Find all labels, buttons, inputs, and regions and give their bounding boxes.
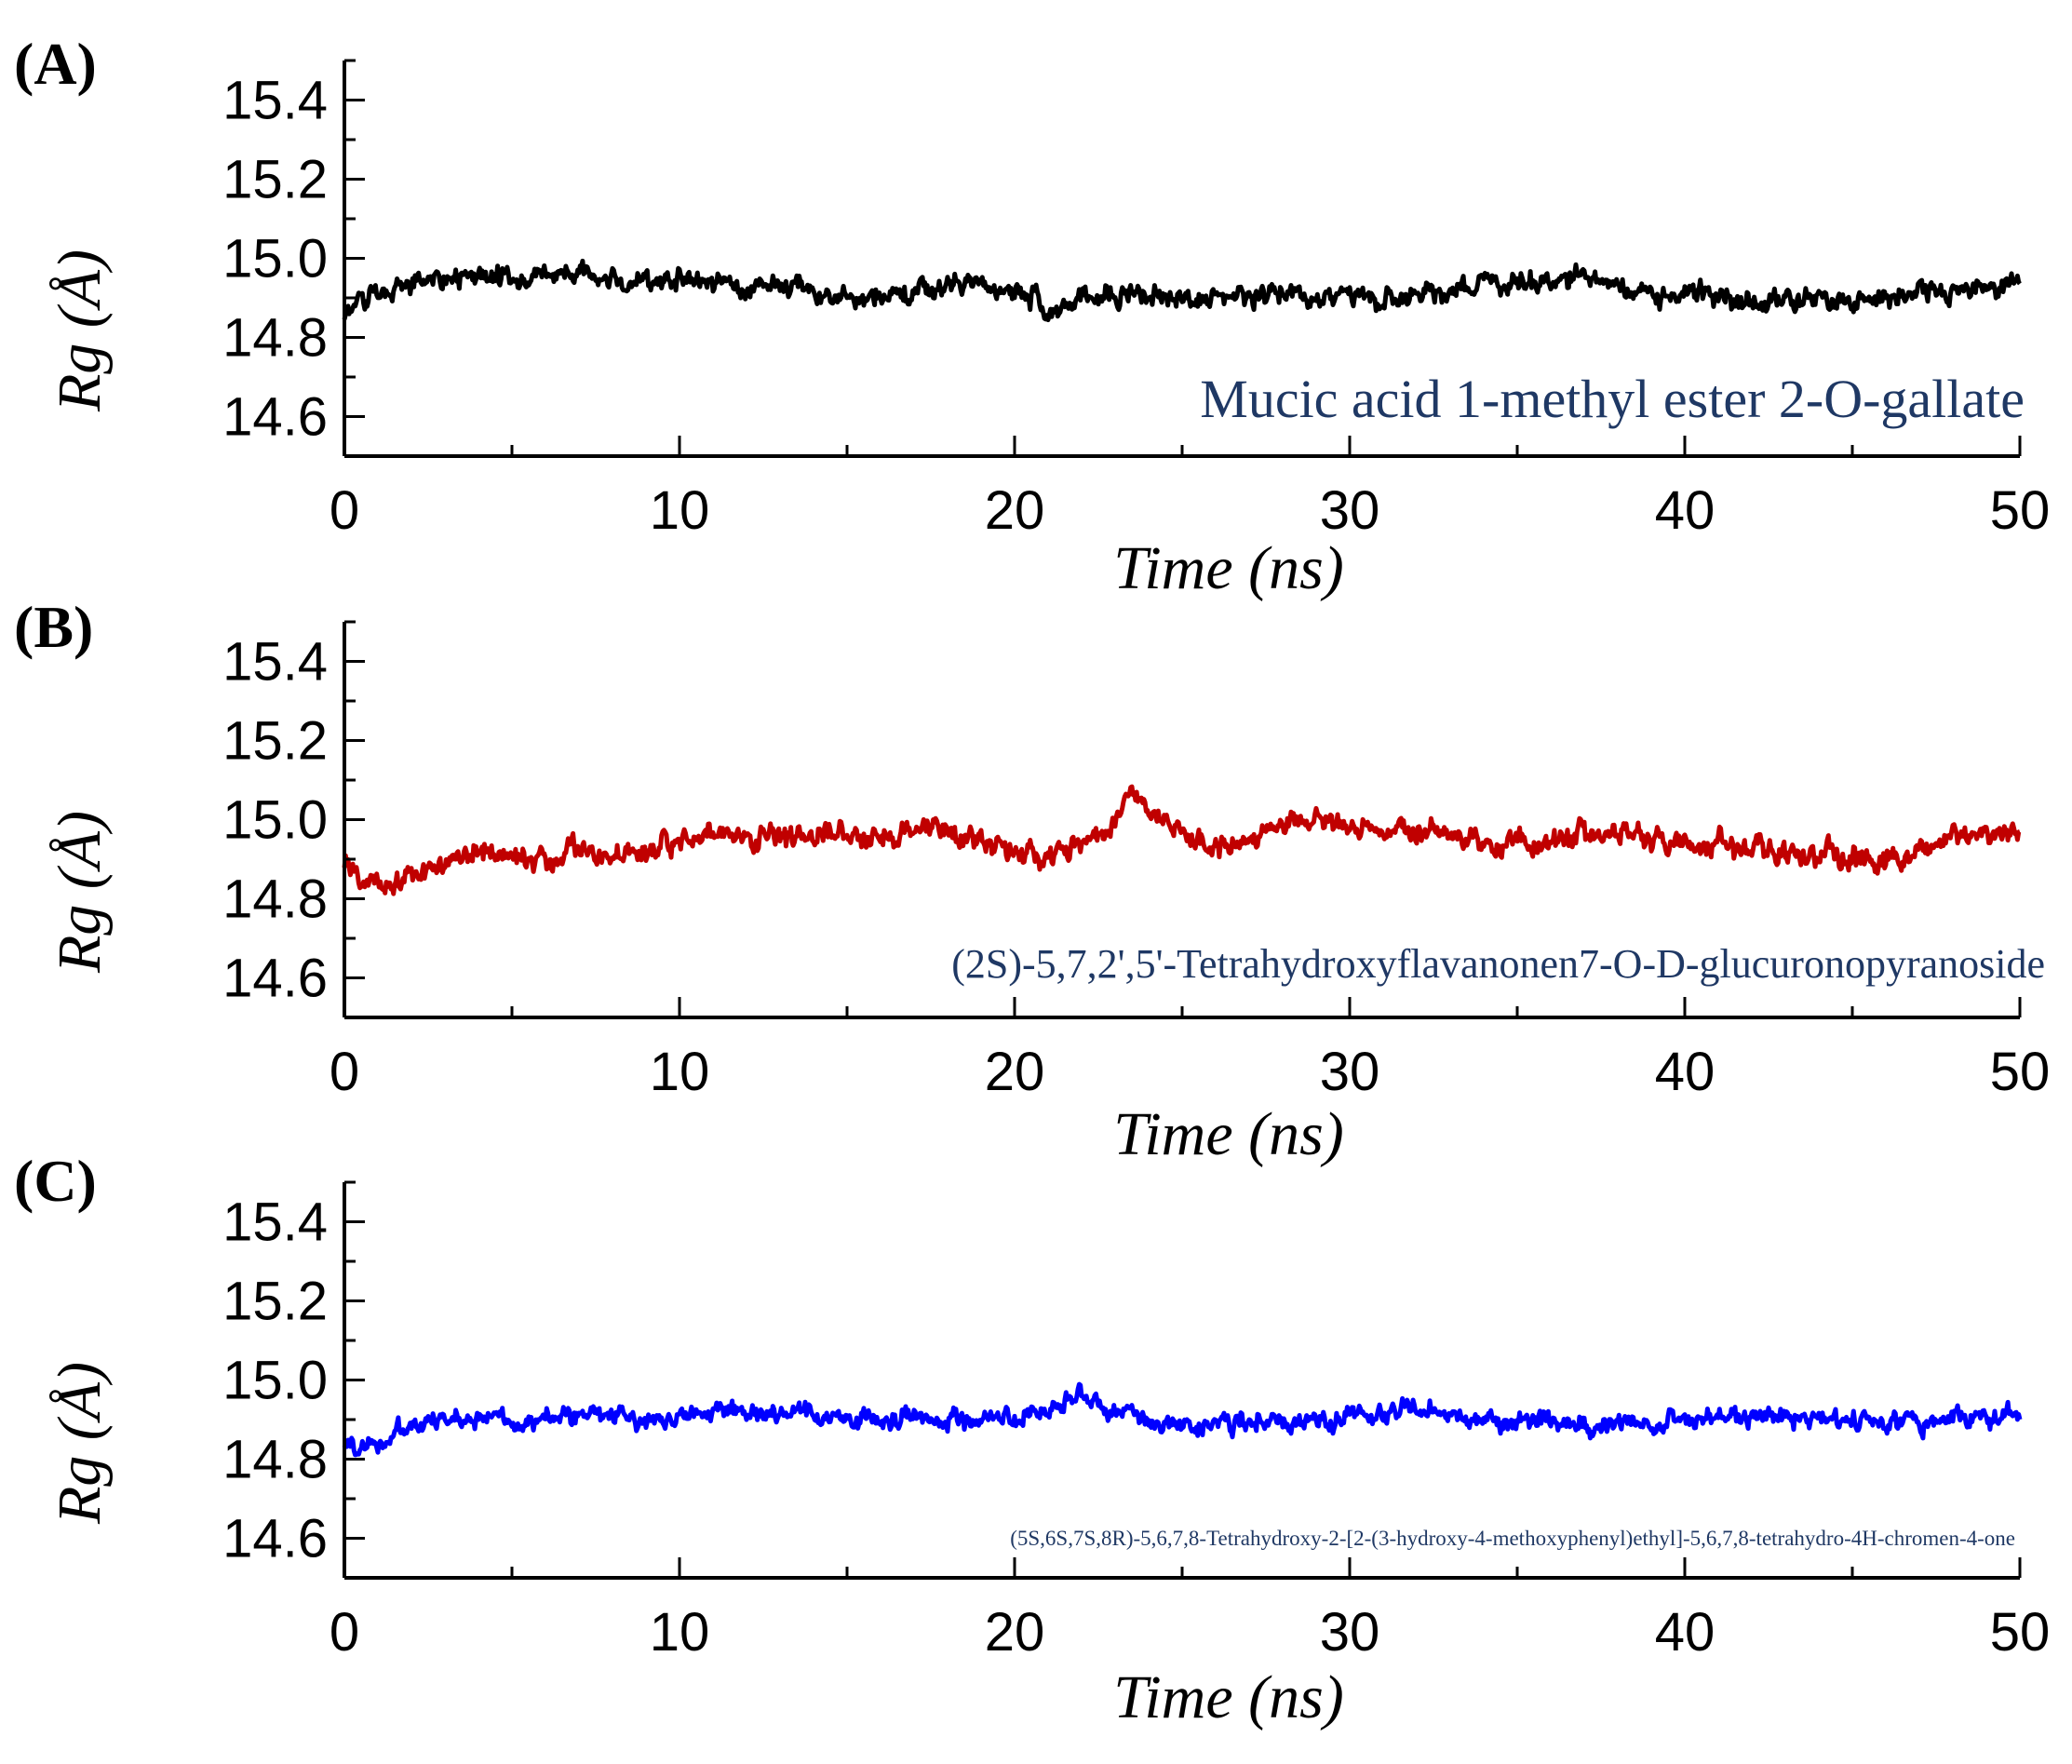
panel-a-y-tick-label: 15.0 bbox=[222, 229, 328, 290]
panel-label-a: (A) bbox=[14, 31, 97, 97]
panel-b-y-tick-label: 14.6 bbox=[222, 949, 328, 1009]
panel-a-y-tick-label: 15.2 bbox=[222, 150, 328, 210]
panel-c-y-tick-label: 15.0 bbox=[222, 1351, 328, 1411]
panel-b-x-tick-label: 10 bbox=[650, 1042, 710, 1102]
panel-b-y-axis-title: Rg (Å) bbox=[46, 811, 114, 974]
panel-a-x-tick-label: 30 bbox=[1320, 480, 1380, 541]
panel-a-x-tick-label: 10 bbox=[650, 480, 710, 541]
panel-c-x-tick-label: 50 bbox=[1990, 1602, 2051, 1663]
panel-c-series-line bbox=[342, 1381, 2023, 1458]
panel-b-x-tick-label: 50 bbox=[1990, 1042, 2051, 1102]
panel-c-y-tick-label: 14.6 bbox=[222, 1509, 328, 1569]
panel-c-x-axis-title: Time (ns) bbox=[1113, 1663, 1344, 1731]
panel-a-x-axis-title: Time (ns) bbox=[1113, 534, 1344, 602]
panel-b-x-tick-label: 0 bbox=[330, 1042, 359, 1102]
panel-a-y-tick-label: 14.6 bbox=[222, 387, 328, 448]
panel-a-y-tick-label: 14.8 bbox=[222, 308, 328, 369]
panel-b-series-line bbox=[342, 784, 2022, 896]
panel-a-x-tick-label: 50 bbox=[1990, 480, 2051, 541]
panel-c-annotation: (5S,6S,7S,8R)-5,6,7,8-Tetrahydroxy-2-[2-… bbox=[1010, 1527, 2015, 1550]
panel-c-x-tick-label: 30 bbox=[1320, 1602, 1380, 1663]
panel-c-y-tick-label: 15.2 bbox=[222, 1272, 328, 1332]
panel-a-x-tick-label: 0 bbox=[330, 480, 359, 541]
panel-a-y-tick-label: 15.4 bbox=[222, 71, 328, 131]
panel-c: (C) 0 10 20 30 40 50 14.6 14.8 15.0 15.2 15.4 Time… bbox=[14, 1148, 2050, 1731]
panel-a-annotation: Mucic acid 1-methyl ester 2-O-gallate bbox=[1200, 369, 2025, 429]
panel-c-y-axis-title: Rg (Å) bbox=[46, 1362, 114, 1525]
panel-b: (B) 0 10 20 30 40 50 14.6 14.8 15.0 15.2 15.4 Time… bbox=[14, 594, 2050, 1168]
panel-c-y-tick-label: 15.4 bbox=[222, 1192, 328, 1253]
panel-c-y-tick-label: 14.8 bbox=[222, 1430, 328, 1490]
panel-label-b: (B) bbox=[14, 594, 93, 660]
panel-a-plot: 0 10 20 30 40 50 14.6 14.8 15.0 15.2 15.4 bbox=[222, 59, 2051, 541]
panel-b-x-tick-label: 40 bbox=[1655, 1042, 1715, 1102]
panel-b-plot: 0 10 20 30 40 50 14.6 14.8 15.0 15.2 15.4 bbox=[222, 620, 2051, 1102]
panel-c-x-tick-label: 10 bbox=[650, 1602, 710, 1663]
panel-b-y-tick-label: 15.2 bbox=[222, 711, 328, 772]
panel-b-x-tick-label: 30 bbox=[1320, 1042, 1380, 1102]
panel-label-c: (C) bbox=[14, 1148, 97, 1214]
panel-c-x-tick-label: 40 bbox=[1655, 1602, 1715, 1663]
panel-c-x-tick-label: 0 bbox=[330, 1602, 359, 1663]
panel-b-annotation: (2S)-5,7,2',5'-Tetrahydroxyflavanonen7-O… bbox=[951, 941, 2045, 987]
panel-c-x-tick-label: 20 bbox=[985, 1602, 1045, 1663]
panel-b-y-tick-label: 15.0 bbox=[222, 790, 328, 851]
panel-a-y-axis-title: Rg (Å) bbox=[46, 249, 114, 412]
panel-b-x-tick-label: 20 bbox=[985, 1042, 1045, 1102]
panel-a-x-tick-label: 20 bbox=[985, 480, 1045, 541]
panel-a-series-line bbox=[342, 258, 2022, 323]
panel-b-x-axis-title: Time (ns) bbox=[1113, 1100, 1344, 1168]
panel-c-plot: 0 10 20 30 40 50 14.6 14.8 15.0 15.2 15.4 bbox=[222, 1180, 2051, 1663]
panel-a: (A) 0 10 20 30 40 50 14.6 14.8 15.0 15.2 15.4 Time… bbox=[14, 31, 2050, 602]
panel-b-y-tick-label: 15.4 bbox=[222, 632, 328, 693]
panel-a-x-tick-label: 40 bbox=[1655, 480, 1715, 541]
panel-b-y-tick-label: 14.8 bbox=[222, 869, 328, 930]
